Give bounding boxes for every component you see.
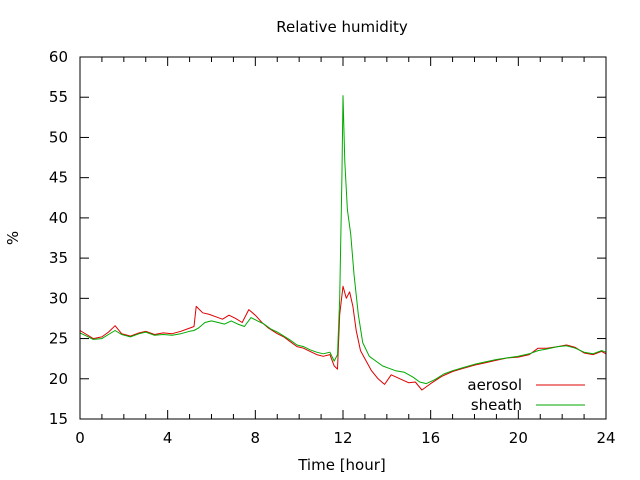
y-tick-label: 45: [49, 169, 68, 187]
x-tick-label: 4: [163, 429, 173, 447]
y-tick-label: 50: [49, 128, 68, 146]
x-tick-label: 0: [75, 429, 85, 447]
y-tick-label: 25: [49, 330, 68, 348]
y-tick-label: 55: [49, 88, 68, 106]
chart-title: Relative humidity: [276, 18, 408, 36]
y-axis-label: %: [4, 231, 22, 245]
x-axis-label: Time [hour]: [297, 456, 386, 474]
y-tick-label: 20: [49, 370, 68, 388]
x-tick-label: 20: [509, 429, 528, 447]
series-line-sheath: [79, 95, 607, 385]
series-lines: [79, 95, 607, 391]
y-tick-label: 35: [49, 249, 68, 267]
x-tick-label: 12: [333, 429, 352, 447]
series-line-aerosol: [79, 285, 607, 391]
y-tick-label: 30: [49, 289, 68, 307]
y-tick-label: 60: [49, 48, 68, 66]
x-tick-label: 8: [251, 429, 261, 447]
x-tick-label: 24: [596, 429, 615, 447]
y-tick-label: 15: [49, 410, 68, 428]
legend-label-sheath: sheath: [471, 396, 522, 414]
y-tick-labels: 15 20 25 30 35 40 45 50 55 60: [49, 48, 68, 428]
x-tick-label: 16: [421, 429, 440, 447]
y-tick-label: 40: [49, 209, 68, 227]
legend: aerosol sheath: [467, 376, 585, 414]
x-tick-labels: 0 4 8 12 16 20 24: [75, 429, 615, 447]
legend-label-aerosol: aerosol: [467, 376, 522, 394]
plot-frame: [79, 56, 607, 420]
